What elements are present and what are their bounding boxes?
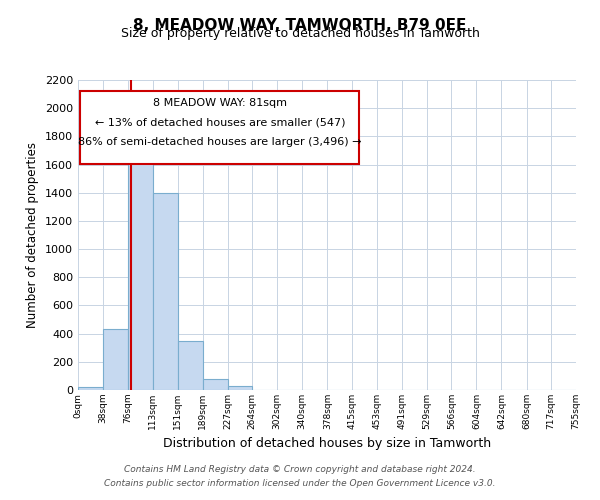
- Text: 8, MEADOW WAY, TAMWORTH, B79 0EE: 8, MEADOW WAY, TAMWORTH, B79 0EE: [133, 18, 467, 32]
- FancyBboxPatch shape: [80, 91, 359, 164]
- Text: Size of property relative to detached houses in Tamworth: Size of property relative to detached ho…: [121, 28, 479, 40]
- Bar: [228, 386, 252, 390]
- Bar: [128, 134, 152, 390]
- Bar: [203, 378, 228, 390]
- Text: ← 13% of detached houses are smaller (547): ← 13% of detached houses are smaller (54…: [95, 118, 345, 128]
- Bar: [103, 330, 128, 390]
- Text: 86% of semi-detached houses are larger (3,496) →: 86% of semi-detached houses are larger (…: [78, 136, 362, 146]
- Y-axis label: Number of detached properties: Number of detached properties: [26, 142, 40, 328]
- Text: Contains HM Land Registry data © Crown copyright and database right 2024.
Contai: Contains HM Land Registry data © Crown c…: [104, 466, 496, 487]
- Bar: [178, 340, 203, 390]
- X-axis label: Distribution of detached houses by size in Tamworth: Distribution of detached houses by size …: [163, 438, 491, 450]
- Text: 8 MEADOW WAY: 81sqm: 8 MEADOW WAY: 81sqm: [153, 98, 287, 108]
- Bar: [152, 192, 178, 390]
- Bar: [78, 387, 103, 390]
